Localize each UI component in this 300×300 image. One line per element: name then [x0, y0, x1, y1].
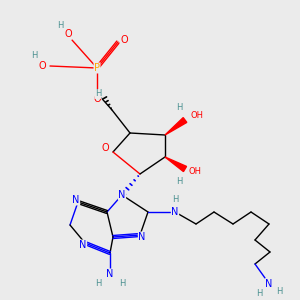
Text: O: O	[120, 35, 128, 45]
Polygon shape	[165, 157, 187, 172]
Text: N: N	[79, 240, 87, 250]
Text: N: N	[118, 190, 126, 200]
Polygon shape	[165, 118, 187, 135]
Text: O: O	[101, 143, 109, 153]
Text: N: N	[138, 232, 146, 242]
Text: H: H	[57, 22, 63, 31]
Text: OH: OH	[190, 110, 203, 119]
Text: H: H	[31, 52, 37, 61]
Text: H: H	[176, 176, 182, 185]
Text: N: N	[265, 279, 273, 289]
Text: P: P	[94, 63, 100, 73]
Text: H: H	[95, 280, 101, 289]
Text: N: N	[106, 269, 114, 279]
Text: H: H	[276, 287, 282, 296]
Text: O: O	[93, 94, 101, 104]
Text: H: H	[256, 290, 262, 298]
Text: O: O	[38, 61, 46, 71]
Text: N: N	[72, 195, 80, 205]
Text: N: N	[171, 207, 179, 217]
Text: OH: OH	[188, 167, 202, 176]
Text: O: O	[64, 29, 72, 39]
Text: H: H	[172, 196, 178, 205]
Text: H: H	[95, 89, 101, 98]
Text: H: H	[176, 103, 182, 112]
Text: H: H	[119, 280, 125, 289]
